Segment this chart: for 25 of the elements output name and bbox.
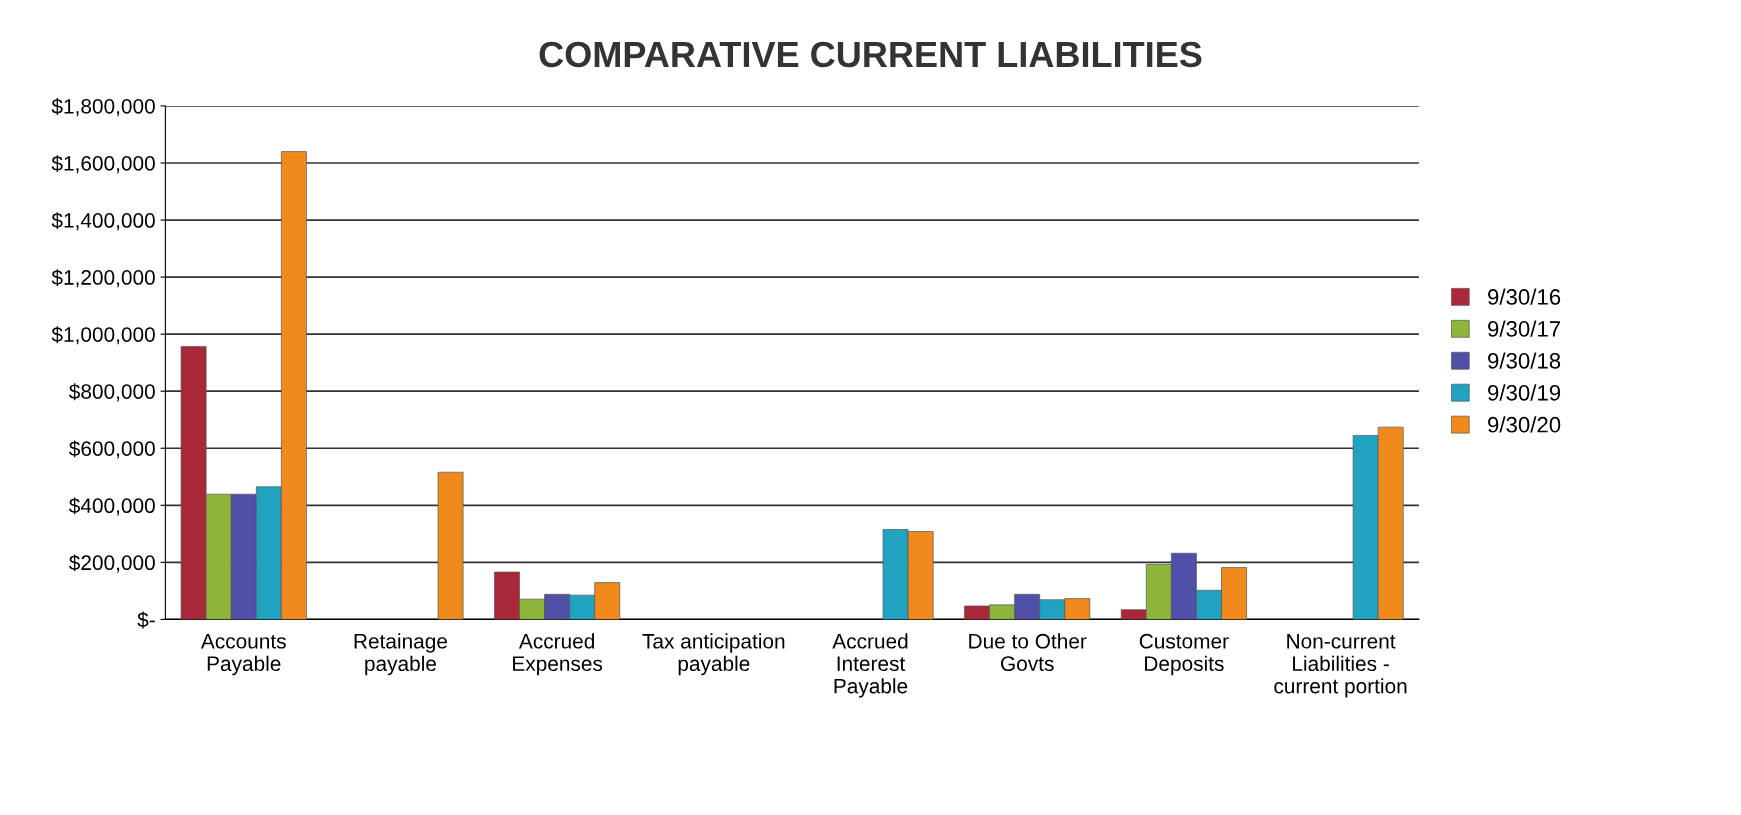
y-tick-label: $1,800,000: [51, 98, 155, 117]
legend-label: 9/30/16: [1488, 288, 1561, 305]
x-tick-label: Accrued Interest Payable: [832, 633, 908, 698]
x-tick-label: Retainage payable: [354, 633, 447, 676]
x-tick-label: Accrued Expenses: [513, 633, 603, 676]
legend-label: 9/30/20: [1488, 416, 1561, 433]
y-tick-label: $1,600,000: [51, 155, 155, 174]
legend-label: 9/30/18: [1488, 352, 1561, 369]
x-tick-label: Customer Deposits: [1139, 633, 1229, 676]
x-tick-label: Accounts Payable: [200, 634, 286, 676]
y-tick-label: $800,000: [69, 383, 155, 402]
chart-title: COMPARATIVE CURRENT LIABILITIES: [539, 41, 1202, 68]
y-tick-label: $600,000: [69, 440, 155, 459]
bar: [437, 471, 464, 620]
x-tick-label: Due to Other Govts: [969, 633, 1087, 672]
x-tick-label: Non-current Liabilities - current portion: [1274, 634, 1407, 698]
y-tick-label: $200,000: [69, 554, 155, 573]
legend-label: 9/30/17: [1488, 320, 1561, 337]
legend-label: 9/30/19: [1488, 384, 1561, 401]
y-tick-label: $-: [137, 611, 155, 629]
y-tick-label: $1,000,000: [51, 326, 155, 345]
x-tick-label: Tax anticipation payable: [642, 633, 785, 676]
y-tick-label: $1,400,000: [51, 212, 155, 231]
y-tick-label: $1,200,000: [51, 269, 155, 288]
y-tick-label: $400,000: [69, 497, 155, 516]
